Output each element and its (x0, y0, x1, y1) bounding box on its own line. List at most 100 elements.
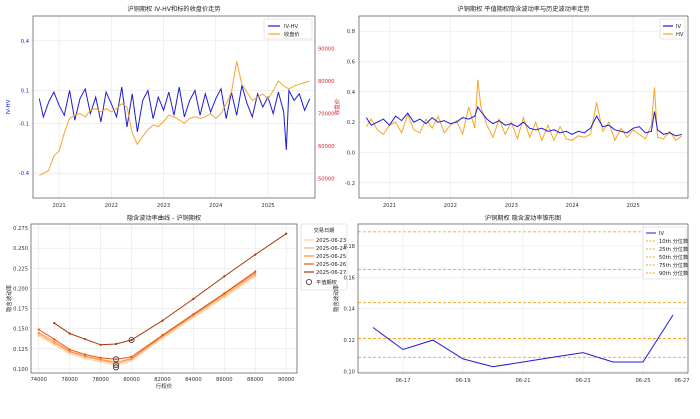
series-line-iv (372, 314, 674, 368)
series-line-2025-06-27 (53, 233, 287, 346)
chart-title: 沪铜期权 隐含波动率锥形图 (485, 214, 561, 222)
data-point (254, 275, 257, 278)
data-point (37, 328, 40, 331)
y-tick-label: 0.16 (343, 275, 355, 281)
data-point (99, 343, 102, 346)
data-point (99, 356, 102, 359)
y-tick-label: 0.225 (13, 266, 28, 272)
legend-title: 交易日期 (314, 226, 335, 234)
y-tick-label: 0.14 (343, 307, 355, 313)
data-point (99, 360, 102, 363)
legend-label: 90th 分位数 (659, 269, 689, 277)
data-point (53, 342, 56, 345)
data-point (53, 343, 56, 346)
data-point (114, 358, 118, 361)
data-point (285, 232, 288, 235)
x-tick-label: 2024 (566, 203, 580, 209)
chart-iv-hv-history: 2021 2022 2023 2024 2025 -0.2 0.0 0.2 0.4 0.6 0.8 沪… (345, 5, 689, 209)
data-point (130, 355, 133, 358)
data-point (68, 348, 71, 351)
series-line-close-price (39, 61, 310, 176)
data-point (84, 357, 87, 360)
y-tick-label: 0.18 (343, 244, 355, 250)
legend-label: 平值期权 (316, 278, 338, 286)
data-point (84, 354, 87, 358)
y-tick-label: 0.100 (13, 367, 28, 373)
data-point (37, 333, 40, 336)
x-tick-label: 06-19 (455, 378, 470, 384)
data-point (130, 357, 133, 360)
data-point (53, 340, 56, 343)
x-tick-label: 2022 (105, 203, 118, 209)
legend-label: 2025-06-25 (316, 254, 346, 260)
y2-tick-label: 60000 (318, 144, 335, 150)
series-line-iv-hv (38, 85, 311, 151)
x-tick-label: 82000 (154, 377, 171, 383)
legend-label: 10th 分位数 (659, 237, 689, 245)
data-point (130, 359, 133, 363)
data-point (161, 334, 164, 337)
legend-label: 2025-06-23 (316, 238, 346, 244)
y-tick-label: 0.6 (347, 60, 355, 66)
y-tick-label: -0.2 (345, 181, 355, 187)
chart-title: 隐含波动率曲线 - 沪铜期权 (127, 214, 201, 222)
y-tick-label: 0.1 (21, 88, 29, 94)
legend-label: 2025-06-27 (316, 270, 346, 276)
y-tick-label: -0.4 (19, 171, 30, 177)
y-tick-label: 0.275 (13, 226, 28, 232)
x-tick-label: 86000 (216, 377, 233, 383)
legend-label: 收盘价 (284, 30, 300, 38)
y-tick-label: 0.2 (347, 120, 355, 126)
x-tick-label: 06-27 (674, 378, 689, 384)
y-tick-label: 0.10 (343, 369, 355, 375)
atm-marker (113, 364, 120, 371)
y-tick-label: 0.150 (13, 327, 28, 333)
y2-tick-label: 50000 (318, 177, 335, 183)
x-tick-label: 90000 (278, 377, 295, 383)
x-tick-label: 74000 (30, 377, 47, 383)
legend: 交易日期 2025-06-23 2025-06-24 2025-06-25 2025-0… (300, 223, 348, 291)
x-tick-label: 2024 (209, 203, 223, 209)
legend-atm-marker (305, 278, 312, 285)
legend-label: 25th 分位数 (659, 245, 689, 253)
data-point (84, 353, 87, 356)
atm-marker (128, 336, 135, 343)
data-point (223, 292, 226, 295)
y-tick-label: -0.1 (19, 122, 29, 128)
y-tick-label: 0.125 (13, 347, 28, 353)
plot-frame (357, 223, 689, 374)
legend-label: IV-HV (284, 24, 299, 30)
x-axis-label: 行权价 (156, 382, 173, 390)
data-point (99, 358, 102, 361)
data-point (37, 331, 40, 334)
y2-axis-label: 收盘价 (333, 98, 341, 115)
x-tick-label: 76000 (61, 377, 78, 383)
data-point (84, 338, 87, 341)
x-tick-label: 06-23 (575, 378, 590, 384)
x-tick-label: 06-17 (395, 378, 410, 384)
atm-marker (113, 361, 120, 368)
x-tick-label: 2023 (505, 203, 518, 209)
x-tick-label: 2025 (261, 203, 274, 209)
data-point (254, 253, 257, 256)
y-tick-label: 0.200 (13, 286, 28, 292)
x-tick-label: 2022 (444, 203, 457, 209)
y-axis-label: IV-HV (6, 99, 12, 114)
x-tick-label: 2025 (627, 203, 640, 209)
series-line-hv (365, 79, 683, 142)
data-point (37, 334, 40, 338)
legend-label: HV (676, 32, 684, 38)
legend-label: 50th 分位数 (659, 253, 689, 261)
x-tick-label: 2023 (157, 203, 170, 209)
y2-tick-label: 70000 (318, 112, 335, 118)
x-tick-label: 06-21 (515, 378, 530, 384)
x-tick-label: 80000 (123, 377, 140, 383)
y-axis-label: 隐含波动率 (5, 284, 13, 312)
y2-tick-label: 80000 (318, 79, 335, 85)
y-tick-label: 0.175 (13, 307, 28, 313)
y2-tick-label: 90000 (318, 47, 335, 53)
data-point (223, 296, 226, 299)
